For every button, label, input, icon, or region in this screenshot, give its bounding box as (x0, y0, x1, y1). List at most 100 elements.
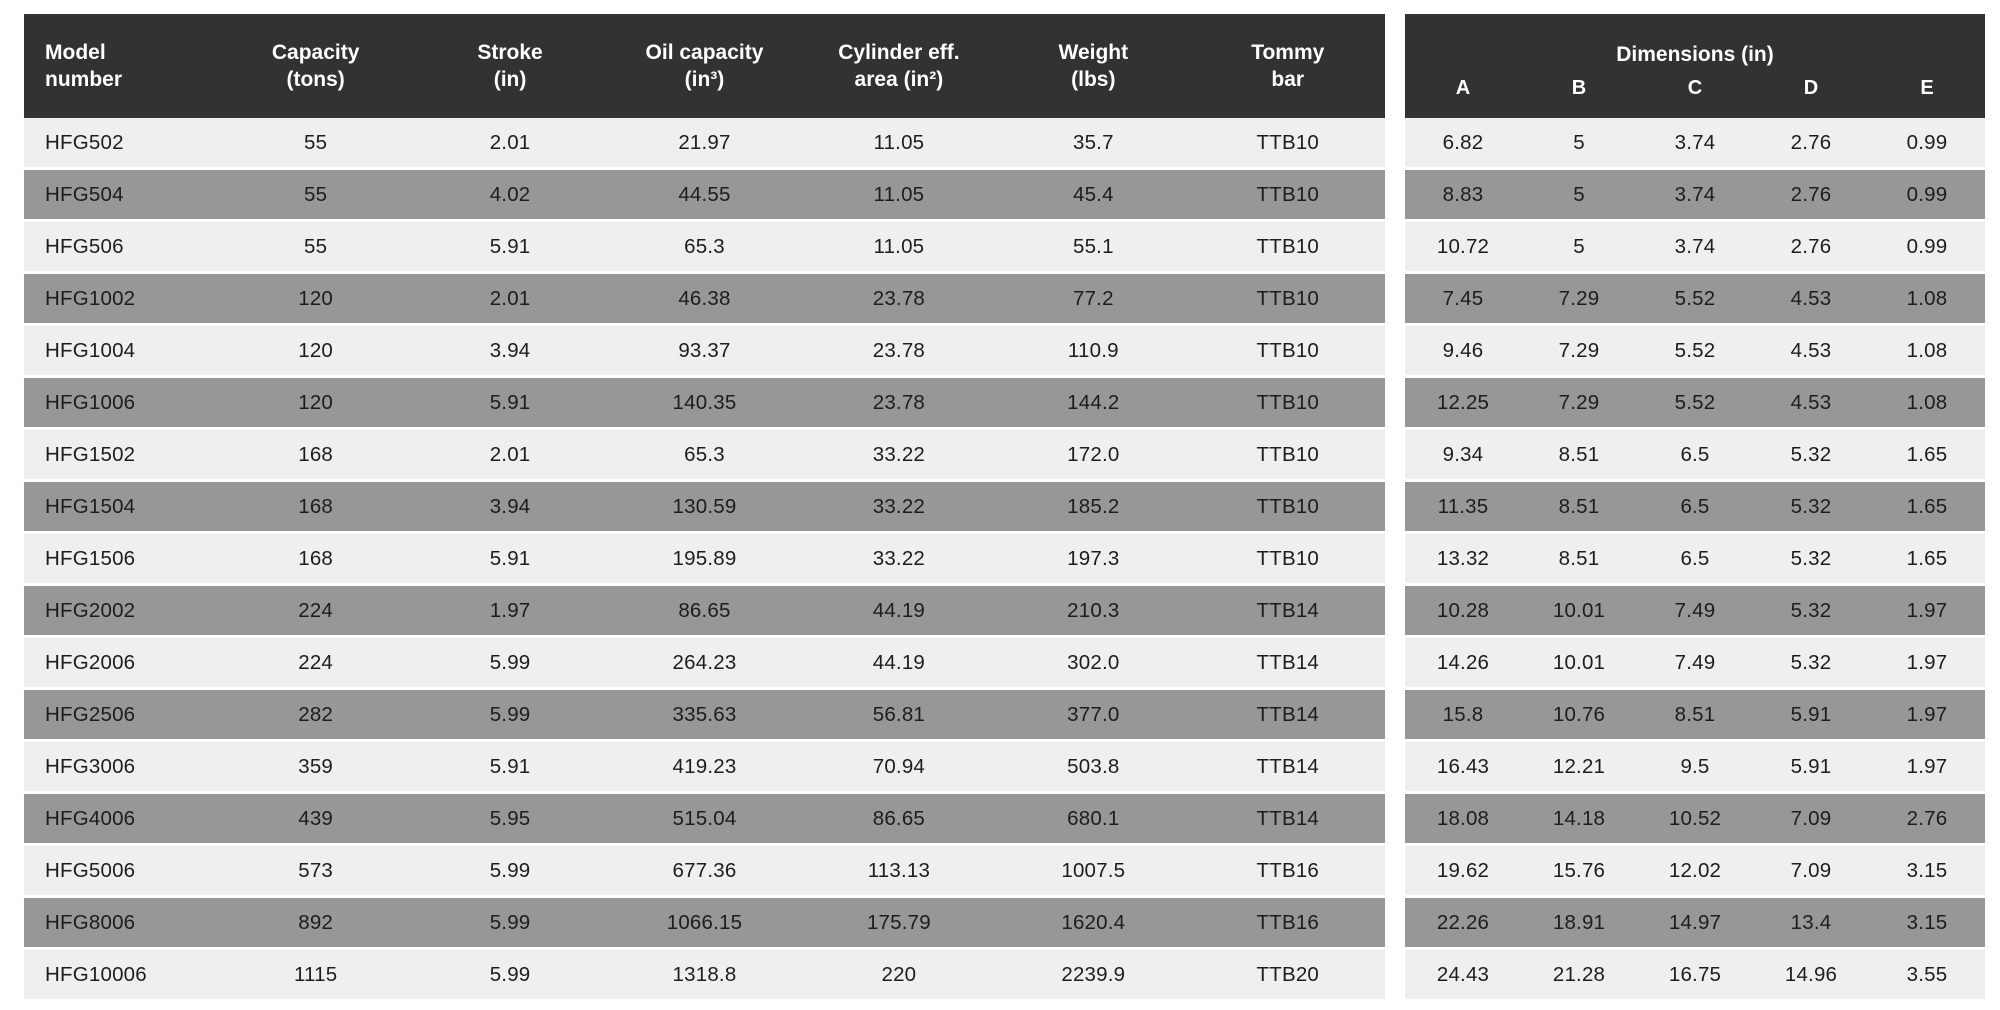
table-cell: 5 (1521, 222, 1637, 274)
table-cell: 10.72 (1405, 222, 1521, 274)
table-cell: 5.52 (1637, 378, 1753, 430)
dimensions-table-header: Dimensions (in) A B C D E (1405, 14, 1985, 118)
table-row: 6.82 5 3.74 2.76 0.99 (1405, 118, 1985, 170)
table-cell: 195.89 (607, 534, 802, 586)
table-cell: HFG8006 (24, 898, 219, 950)
table-cell: 13.4 (1753, 898, 1869, 950)
table-cell: 46.38 (607, 274, 802, 326)
table-cell: TTB14 (1190, 638, 1385, 690)
table-cell: 1.97 (412, 586, 608, 638)
table-row: HFG1004 120 3.94 93.37 23.78 110.9 TTB10 (24, 326, 1385, 378)
table-cell: 377.0 (996, 690, 1191, 742)
table-row: 9.34 8.51 6.5 5.32 1.65 (1405, 430, 1985, 482)
table-cell: 4.53 (1753, 326, 1869, 378)
table-cell: 1.97 (1869, 742, 1985, 794)
table-cell: 15.76 (1521, 846, 1637, 898)
table-row: HFG504 55 4.02 44.55 11.05 45.4 TTB10 (24, 170, 1385, 222)
table-cell: 5.99 (412, 638, 608, 690)
table-cell: 210.3 (996, 586, 1191, 638)
table-cell: 503.8 (996, 742, 1191, 794)
table-cell: 0.99 (1869, 118, 1985, 170)
table-cell: 6.82 (1405, 118, 1521, 170)
table-cell: 302.0 (996, 638, 1191, 690)
table-cell: TTB10 (1190, 482, 1385, 534)
table-cell: 120 (218, 378, 413, 430)
table-cell: 185.2 (996, 482, 1191, 534)
table-cell: 197.3 (996, 534, 1191, 586)
table-cell: 1.08 (1869, 326, 1985, 378)
table-row: HFG10006 1115 5.99 1318.8 220 2239.9 TTB20 (24, 950, 1385, 1002)
table-cell: 1318.8 (607, 950, 802, 1002)
table-row: HFG8006 892 5.99 1066.15 175.79 1620.4 TTB16 (24, 898, 1385, 950)
table-cell: TTB10 (1190, 534, 1385, 586)
table-cell: 11.35 (1405, 482, 1521, 534)
table-cell: 120 (218, 326, 413, 378)
table-cell: 172.0 (996, 430, 1191, 482)
table-cell: 3.55 (1869, 950, 1985, 1002)
table-cell: HFG504 (24, 170, 219, 222)
table-cell: 7.09 (1753, 794, 1869, 846)
table-cell: TTB14 (1190, 742, 1385, 794)
table-cell: TTB10 (1190, 170, 1385, 222)
table-cell: 419.23 (607, 742, 802, 794)
table-cell: 1.65 (1869, 482, 1985, 534)
table-cell: 65.3 (607, 222, 802, 274)
table-cell: 44.19 (801, 638, 997, 690)
table-cell: 1.08 (1869, 378, 1985, 430)
table-cell: 5.91 (412, 534, 608, 586)
table-cell: 1007.5 (996, 846, 1191, 898)
table-cell: 10.76 (1521, 690, 1637, 742)
table-cell: 3.94 (412, 326, 608, 378)
table-cell: 8.51 (1637, 690, 1753, 742)
specs-header-row: Model number Capacity (tons) Stroke (in)… (24, 14, 1385, 118)
table-row: HFG1502 168 2.01 65.3 33.22 172.0 TTB10 (24, 430, 1385, 482)
table-row: 10.72 5 3.74 2.76 0.99 (1405, 222, 1985, 274)
table-cell: 3.74 (1637, 170, 1753, 222)
table-cell: 23.78 (801, 326, 997, 378)
table-cell: 65.3 (607, 430, 802, 482)
table-cell: 110.9 (996, 326, 1191, 378)
table-row: HFG3006 359 5.91 419.23 70.94 503.8 TTB14 (24, 742, 1385, 794)
table-cell: 7.29 (1521, 326, 1637, 378)
table-cell: 45.4 (996, 170, 1191, 222)
table-cell: 282 (218, 690, 413, 742)
header-dim-a: A (1405, 72, 1521, 118)
table-cell: 14.26 (1405, 638, 1521, 690)
table-cell: HFG1006 (24, 378, 219, 430)
dimensions-table: Dimensions (in) A B C D E 6.82 5 3.74 2.76 0… (1405, 14, 1985, 1002)
table-cell: 7.49 (1637, 638, 1753, 690)
table-cell: 14.18 (1521, 794, 1637, 846)
table-cell: 5 (1521, 118, 1637, 170)
table-cell: 21.97 (607, 118, 802, 170)
table-cell: TTB20 (1190, 950, 1385, 1002)
specs-table: Model number Capacity (tons) Stroke (in)… (24, 14, 1385, 1002)
table-cell: 5.91 (1753, 742, 1869, 794)
table-cell: 1620.4 (996, 898, 1191, 950)
header-capacity: Capacity (tons) (218, 14, 413, 118)
table-cell: 35.7 (996, 118, 1191, 170)
table-row: HFG502 55 2.01 21.97 11.05 35.7 TTB10 (24, 118, 1385, 170)
table-cell: 16.43 (1405, 742, 1521, 794)
table-row: 8.83 5 3.74 2.76 0.99 (1405, 170, 1985, 222)
table-cell: 44.19 (801, 586, 997, 638)
header-tommy-bar: Tommy bar (1190, 14, 1385, 118)
table-cell: 2.76 (1753, 222, 1869, 274)
table-cell: 9.5 (1637, 742, 1753, 794)
table-cell: 5.91 (412, 378, 608, 430)
table-cell: 1115 (218, 950, 413, 1002)
table-cell: HFG3006 (24, 742, 219, 794)
table-cell: 55.1 (996, 222, 1191, 274)
specs-table-header: Model number Capacity (tons) Stroke (in)… (24, 14, 1385, 118)
table-cell: 113.13 (801, 846, 997, 898)
table-cell: 5 (1521, 170, 1637, 222)
table-cell: 7.45 (1405, 274, 1521, 326)
table-cell: 86.65 (801, 794, 997, 846)
table-cell: 5.52 (1637, 274, 1753, 326)
table-cell: 16.75 (1637, 950, 1753, 1002)
table-cell: 8.51 (1521, 482, 1637, 534)
table-row: 9.46 7.29 5.52 4.53 1.08 (1405, 326, 1985, 378)
header-oil-capacity: Oil capacity (in³) (607, 14, 802, 118)
table-cell: HFG506 (24, 222, 219, 274)
table-cell: 5.99 (412, 690, 608, 742)
table-cell: 93.37 (607, 326, 802, 378)
